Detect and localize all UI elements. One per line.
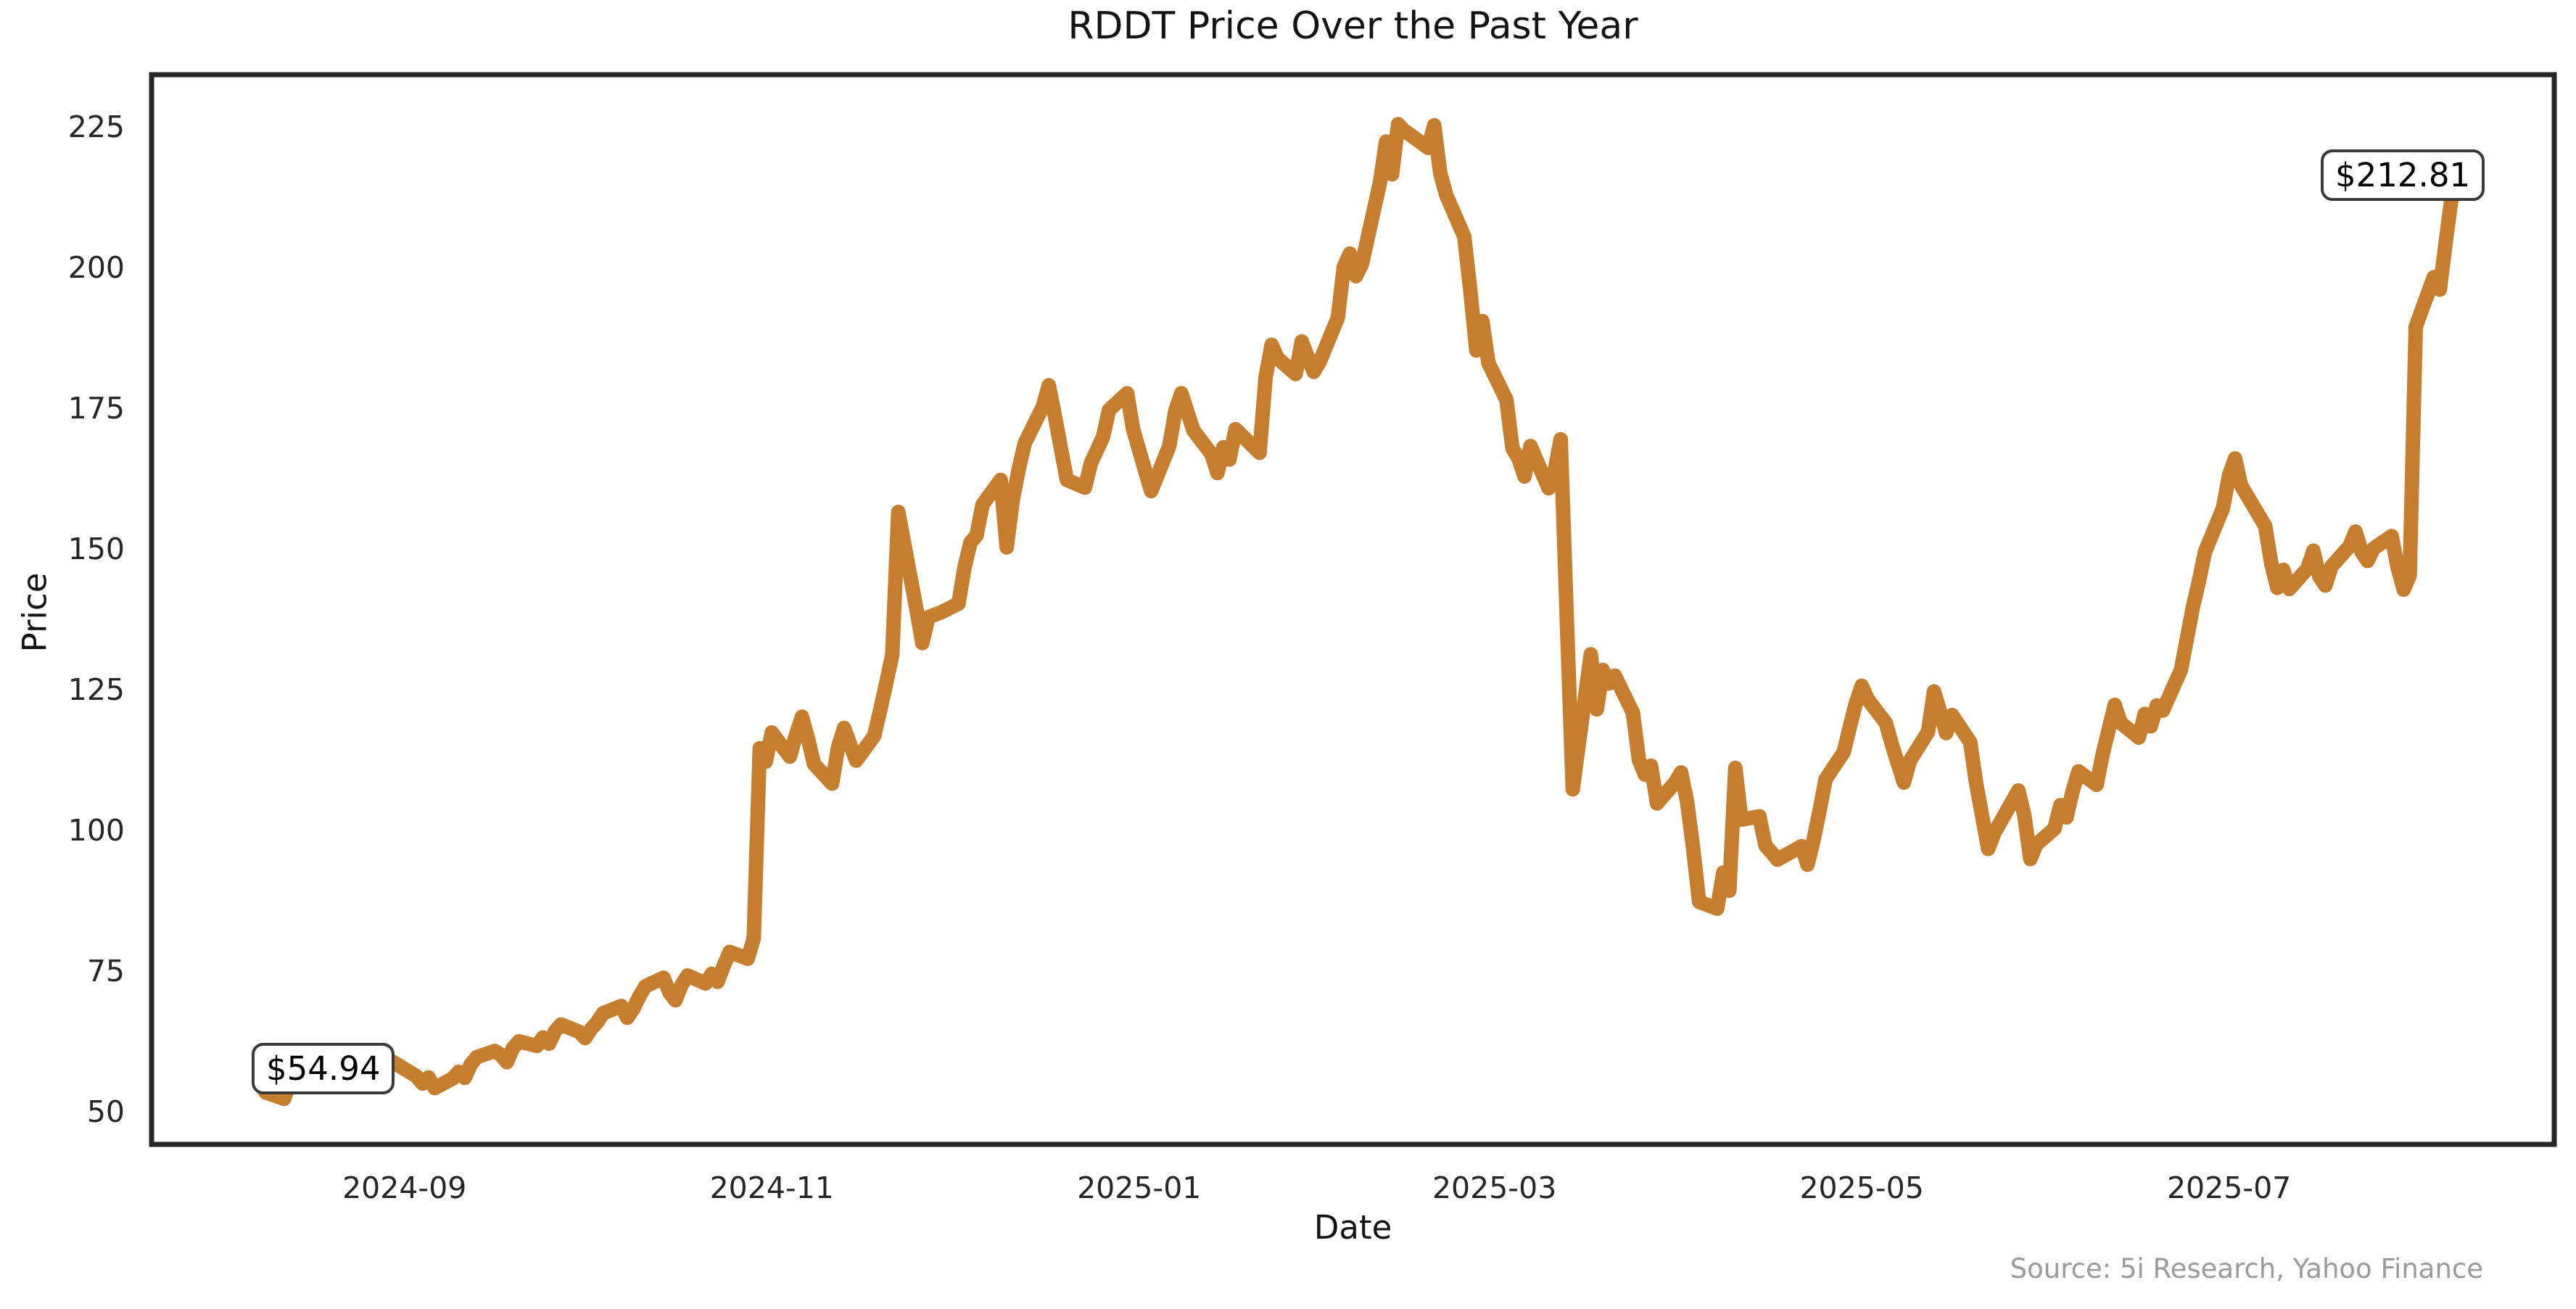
x-tick-label: 2025-07 xyxy=(2167,1170,2291,1205)
start-price-annotation: $54.94 xyxy=(252,1043,395,1094)
y-tick-label: 150 xyxy=(68,532,125,566)
x-tick-label: 2024-11 xyxy=(710,1170,834,1205)
source-credit: Source: 5i Research, Yahoo Finance xyxy=(2010,1253,2483,1284)
x-tick-label: 2025-01 xyxy=(1077,1170,1201,1205)
y-tick-label: 100 xyxy=(68,813,125,848)
x-tick-label: 2025-03 xyxy=(1432,1170,1556,1205)
x-axis-label: Date xyxy=(1313,1208,1392,1247)
y-tick-label: 50 xyxy=(87,1094,125,1129)
x-axis-tick-labels: 2024-09 2024-11 2025-01 2025-03 2025-05 2025-… xyxy=(342,1170,2291,1205)
chart-title: RDDT Price Over the Past Year xyxy=(1068,4,1638,48)
y-tick-label: 175 xyxy=(68,391,125,426)
y-axis-tick-labels: 50 75 100 125 150 175 200 225 xyxy=(68,110,125,1129)
y-axis-label: Price xyxy=(15,572,54,653)
x-tick-label: 2024-09 xyxy=(342,1170,466,1205)
price-line-series xyxy=(252,117,2459,1107)
end-price-annotation: $212.81 xyxy=(2321,149,2485,201)
y-tick-label: 200 xyxy=(68,250,125,285)
plot-area-border xyxy=(149,72,2557,1147)
x-tick-label: 2025-05 xyxy=(1799,1170,1923,1205)
y-tick-label: 75 xyxy=(87,954,125,988)
y-tick-label: 125 xyxy=(68,672,125,707)
y-tick-label: 225 xyxy=(68,110,125,144)
